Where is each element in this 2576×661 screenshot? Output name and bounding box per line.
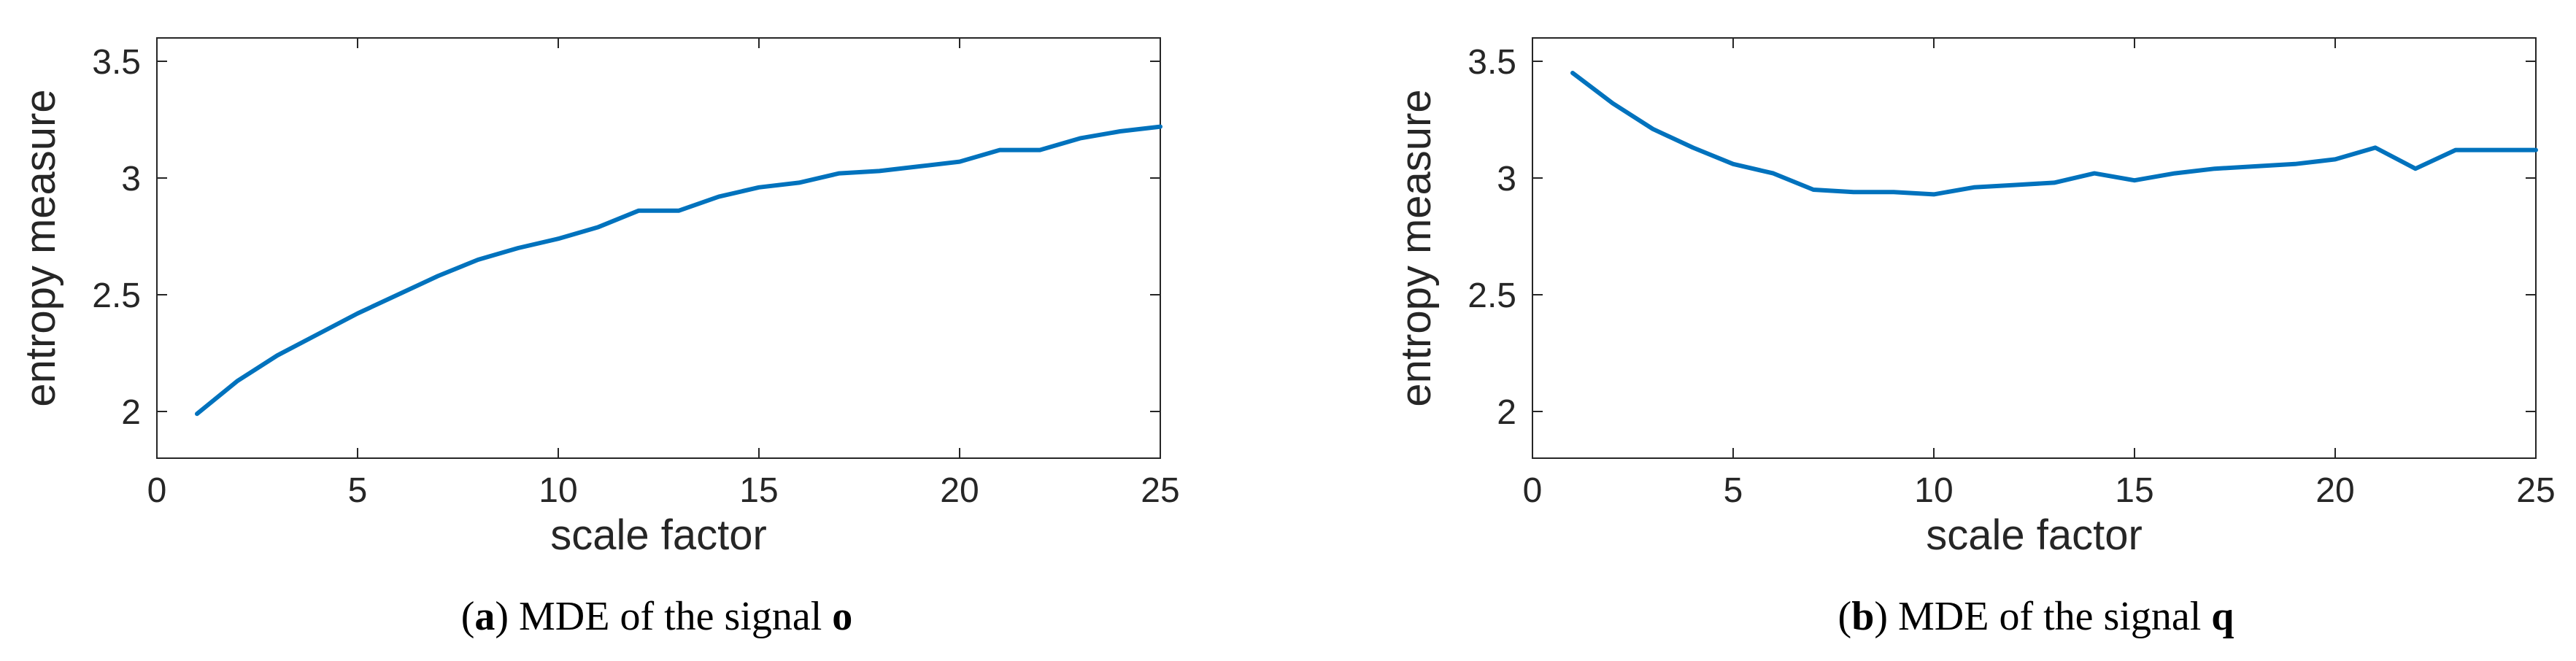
series-line-a [195, 124, 1162, 417]
x-tick-label: 25 [1141, 471, 1179, 510]
x-tick-label: 25 [2516, 471, 2555, 510]
caption-text: MDE of the signal [519, 594, 822, 639]
x-tick-label: 15 [739, 471, 778, 510]
panel-a: 0 5 10 15 20 25 2 2.5 3 3.5 scale factor entropy me… [17, 37, 1180, 639]
y-tick-label: 3.5 [1468, 43, 1516, 82]
y-tick-label: 2.5 [92, 277, 141, 315]
x-tick-label: 20 [2315, 471, 2354, 510]
x-tick-label: 10 [1914, 471, 1953, 510]
y-axis-label: entropy measure [1392, 89, 1440, 406]
x-axis-label: scale factor [1926, 511, 2143, 559]
y-tick-label: 2.5 [1468, 277, 1516, 315]
y-tick-label: 3 [121, 160, 141, 198]
y-axis-label: entropy measure [17, 89, 64, 406]
caption-label: a [474, 594, 495, 639]
x-tick-label: 0 [1523, 471, 1543, 510]
x-tick-label: 15 [2115, 471, 2153, 510]
x-tick-label: 5 [348, 471, 368, 510]
caption-a: (a) MDE of the signal o [461, 594, 853, 639]
x-axis-label: scale factor [550, 511, 767, 559]
series-line-b [1570, 71, 2538, 197]
y-tick-label: 3 [1497, 160, 1516, 198]
x-tick-label: 5 [1724, 471, 1743, 510]
y-tick-label: 2 [1497, 393, 1516, 432]
axes-box-b [1532, 37, 2537, 459]
caption-symbol: q [2211, 594, 2234, 639]
caption-text: MDE of the signal [1898, 594, 2201, 639]
x-tick-label: 10 [539, 471, 577, 510]
caption-symbol: o [832, 594, 852, 639]
panel-b: 0 5 10 15 20 25 2 2.5 3 3.5 scale factor entropy me… [1392, 37, 2556, 639]
y-tick-label: 3.5 [92, 43, 141, 82]
caption-label: b [1851, 594, 1874, 639]
caption-b: (b) MDE of the signal q [1838, 594, 2234, 639]
x-tick-label: 20 [940, 471, 979, 510]
y-tick-label: 2 [121, 393, 141, 432]
axes-box-a [156, 37, 1161, 459]
x-tick-label: 0 [147, 471, 167, 510]
